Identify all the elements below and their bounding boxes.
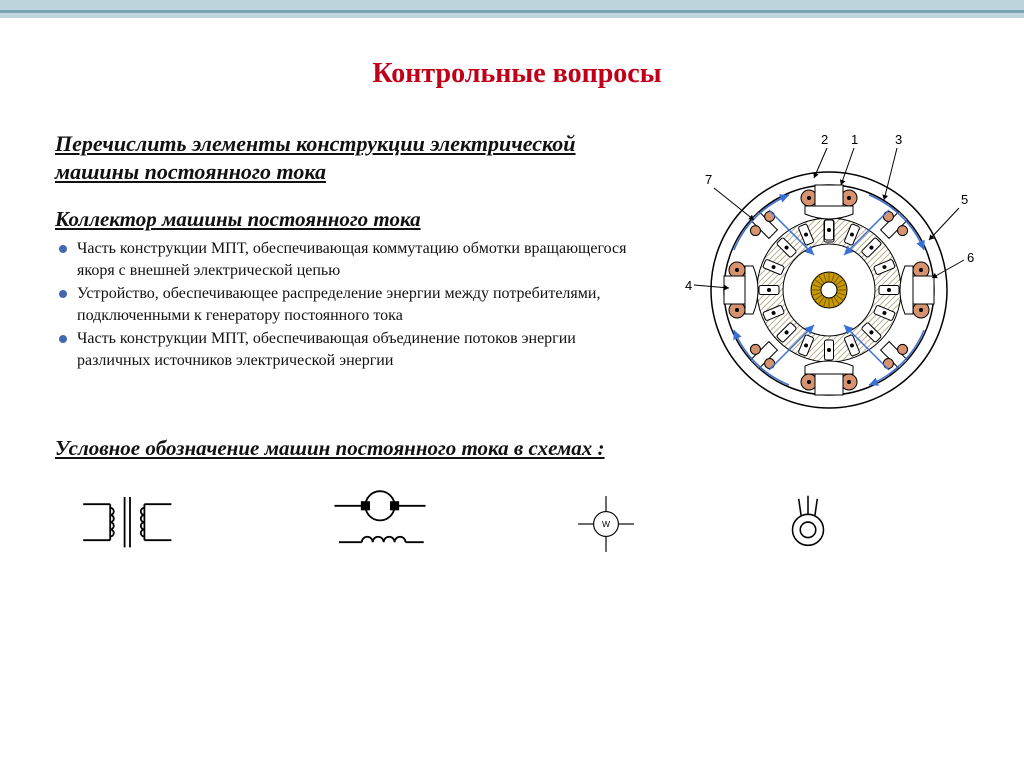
- diagram-label-4: 4: [685, 278, 692, 293]
- diagram-label-1: 1: [851, 132, 858, 147]
- content-row: Перечислить элементы конструкции электри…: [55, 130, 979, 430]
- question-2-heading: Коллектор машины постоянного тока: [55, 207, 634, 232]
- list-item-text: Устройство, обеспечивающее распределение…: [77, 283, 634, 326]
- symbols-row: W: [55, 483, 979, 565]
- symbol-wattmeter: W: [575, 493, 637, 555]
- list-item: Устройство, обеспечивающее распределение…: [55, 283, 634, 326]
- symbol-dc-machine: [325, 483, 435, 565]
- top-decorative-bar: [0, 0, 1024, 18]
- list-item-text: Часть конструкции МПТ, обеспечивающая ко…: [77, 238, 634, 281]
- bullet-icon: [59, 290, 67, 298]
- symbol-generator: [777, 491, 839, 557]
- slide-body: Контрольные вопросы Перечислить элементы…: [0, 18, 1024, 595]
- text-column: Перечислить элементы конструкции электри…: [55, 130, 634, 374]
- bullet-icon: [59, 245, 67, 253]
- bullet-icon: [59, 335, 67, 343]
- question-1-heading: Перечислить элементы конструкции электри…: [55, 130, 634, 185]
- list-item: Часть конструкции МПТ, обеспечивающая об…: [55, 328, 634, 371]
- machine-diagram: 1 2 3 4 5 6 7: [659, 130, 979, 430]
- symbol-transformer: [75, 488, 185, 560]
- machine-svg: 1 2 3 4 5 6 7: [659, 130, 979, 430]
- page-title: Контрольные вопросы: [55, 58, 979, 90]
- list-item: Часть конструкции МПТ, обеспечивающая ко…: [55, 238, 634, 281]
- diagram-label-5: 5: [961, 192, 968, 207]
- diagram-label-7: 7: [705, 172, 712, 187]
- wattmeter-letter: W: [602, 519, 611, 529]
- bullet-list: Часть конструкции МПТ, обеспечивающая ко…: [55, 238, 634, 372]
- diagram-label-3: 3: [895, 132, 902, 147]
- diagram-label-6: 6: [967, 250, 974, 265]
- list-item-text: Часть конструкции МПТ, обеспечивающая об…: [77, 328, 634, 371]
- diagram-label-2: 2: [821, 132, 828, 147]
- symbols-heading: Условное обозначение машин постоянного т…: [55, 436, 979, 461]
